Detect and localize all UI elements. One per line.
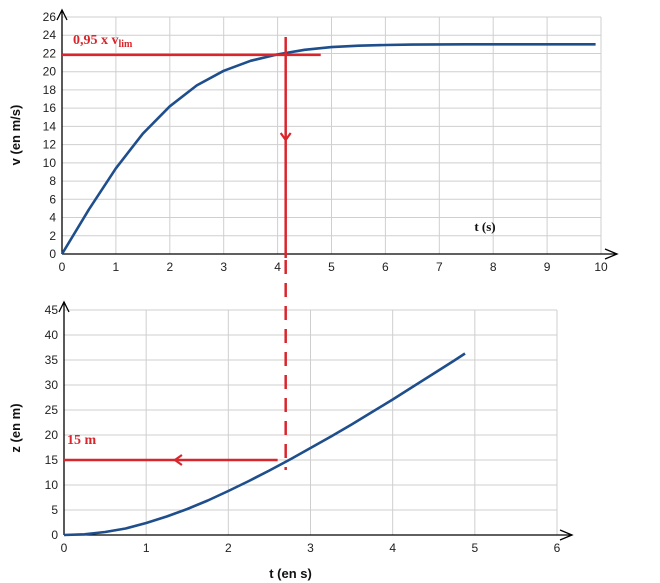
- series-line: [63, 352, 466, 537]
- y-tick-label: 40: [45, 328, 59, 342]
- x-tick-label: 1: [113, 260, 120, 274]
- x-axis-arrow: [559, 529, 574, 541]
- y-tick-label: 5: [51, 503, 58, 517]
- x-tick-label: 7: [436, 260, 443, 274]
- down-arrow-icon: [279, 132, 292, 142]
- y-tick-label: 30: [45, 378, 59, 392]
- x-tick-label: 9: [544, 260, 551, 274]
- y-tick-label: 2: [49, 229, 56, 243]
- x-tick-label: 2: [225, 541, 232, 555]
- y-tick-label: 18: [43, 83, 57, 97]
- x-axis-arrow: [604, 248, 619, 260]
- z-annotation-label: 15 m: [67, 433, 97, 448]
- x-tick-label: 8: [490, 260, 497, 274]
- y-tick-label: 20: [43, 65, 57, 79]
- y-tick-label: 4: [49, 211, 56, 225]
- x-tick-label: 6: [554, 541, 561, 555]
- vlim-annotation-label: 0,95 x vlim: [73, 33, 133, 50]
- y-axis-title: v (en m/s): [8, 105, 23, 166]
- x-tick-label: 6: [382, 260, 389, 274]
- y-tick-label: 0: [49, 247, 56, 261]
- y-tick-label: 35: [45, 353, 59, 367]
- x-axis-title: t (en s): [269, 566, 312, 581]
- left-arrow-icon: [173, 454, 183, 466]
- y-tick-label: 45: [45, 303, 59, 317]
- x-tick-label: 0: [61, 541, 68, 555]
- y-tick-label: 16: [43, 101, 57, 115]
- x-tick-label: 3: [220, 260, 227, 274]
- y-tick-label: 24: [43, 28, 57, 42]
- y-tick-label: 26: [43, 10, 57, 24]
- annotation-overlay: 0,95 x vlim 15 m: [62, 33, 321, 470]
- y-axis-title: z (en m): [8, 403, 23, 452]
- y-tick-label: 8: [49, 174, 56, 188]
- y-tick-label: 20: [45, 428, 59, 442]
- y-tick-label: 10: [43, 156, 57, 170]
- y-tick-label: 0: [51, 528, 58, 542]
- x-tick-label: 5: [328, 260, 335, 274]
- y-tick-label: 22: [43, 46, 57, 60]
- x-axis-inner-label: t (s): [474, 219, 495, 234]
- y-tick-label: 6: [49, 192, 56, 206]
- y-tick-label: 14: [43, 119, 57, 133]
- y-tick-label: 10: [45, 478, 59, 492]
- x-tick-label: 4: [274, 260, 281, 274]
- y-tick-label: 12: [43, 138, 57, 152]
- y-tick-label: 15: [45, 453, 59, 467]
- x-tick-label: 4: [389, 541, 396, 555]
- series-line: [60, 42, 596, 255]
- y-tick-label: 25: [45, 403, 59, 417]
- x-tick-label: 10: [594, 260, 608, 274]
- x-tick-label: 3: [307, 541, 314, 555]
- y-axis-arrow: [56, 8, 68, 21]
- x-tick-label: 0: [59, 260, 66, 274]
- x-tick-label: 5: [471, 541, 478, 555]
- y-axis-arrow: [58, 300, 70, 313]
- x-tick-label: 1: [143, 541, 150, 555]
- x-tick-label: 2: [166, 260, 173, 274]
